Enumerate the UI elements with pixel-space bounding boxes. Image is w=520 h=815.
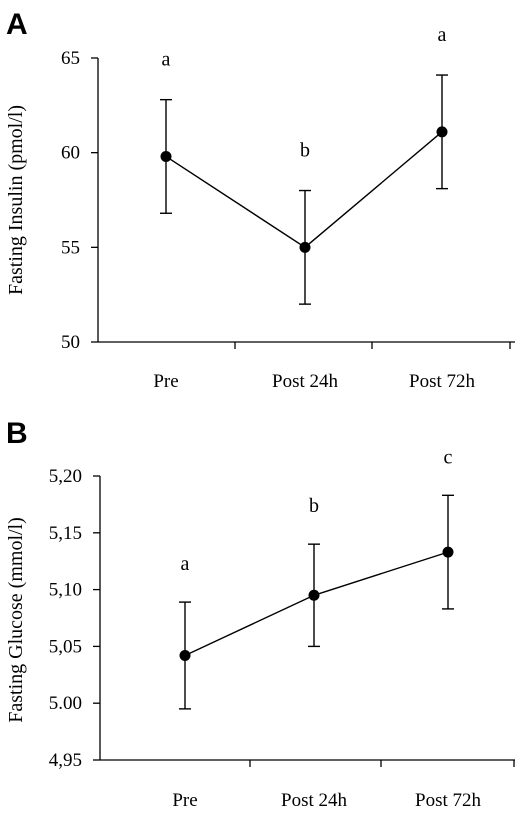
panel-b-series-line	[184, 551, 449, 657]
panel-b-y-axis-title: Fasting Glucose (mmol/l)	[5, 517, 27, 723]
panel-b-y-tick-label: 5,15	[49, 523, 82, 544]
panel-b-data-point	[442, 546, 454, 558]
panel-a-significance-letter: a	[438, 24, 447, 46]
panel-a-x-ticks: Pre Post 24h Post 72h	[153, 342, 511, 392]
panel-a-y-tick-label: 65	[61, 48, 80, 69]
panel-b-y-tick-label: 5,10	[49, 580, 82, 601]
panel-b-y-tick-label: 4,95	[49, 750, 82, 771]
panel-b-x-tick-label: Post 24h	[281, 790, 347, 811]
panel-a-label: A	[6, 8, 28, 41]
panel-b-glucose-chart: B Fasting Glucose (mmol/l) 4,95 5.00 5,05 5…	[5, 417, 515, 811]
panel-b-data-point	[179, 649, 191, 661]
panel-b-data-point	[308, 589, 320, 601]
panel-a-significance-letter: a	[162, 49, 171, 71]
panel-b-y-ticks: 4,95 5.00 5,05 5,10 5,15 5,20	[49, 466, 100, 771]
panel-a-y-axis-title: Fasting Insulin (pmol/l)	[5, 105, 27, 295]
panel-a-data-point	[299, 241, 311, 253]
panel-b-significance-letter: c	[444, 446, 453, 468]
panel-a-y-tick-label: 55	[61, 237, 80, 258]
panel-a-x-tick-label: Post 72h	[409, 371, 475, 392]
panel-b-marks: a b c	[179, 446, 454, 710]
panel-b-significance-letter: b	[309, 495, 319, 517]
panel-a-y-tick-label: 50	[61, 332, 80, 353]
panel-b-significance-letter: a	[181, 553, 190, 575]
panel-b-y-tick-label: 5.00	[49, 693, 82, 714]
panel-a-data-point	[160, 150, 172, 162]
panel-a-marks: a b a	[160, 24, 448, 305]
panel-a-y-ticks: 50 55 60 65	[61, 48, 98, 353]
panel-a-y-tick-label: 60	[61, 143, 80, 164]
panel-a-x-tick-label: Pre	[153, 371, 178, 392]
panel-a-x-tick-label: Post 24h	[272, 371, 338, 392]
panel-a-significance-letter: b	[300, 140, 310, 162]
panel-b-x-tick-label: Post 72h	[415, 790, 481, 811]
panel-b-x-ticks: Pre Post 24h Post 72h	[172, 760, 515, 811]
panel-b-x-tick-label: Pre	[172, 790, 197, 811]
panel-b-y-tick-label: 5,20	[49, 466, 82, 487]
panel-a-data-point	[436, 126, 448, 138]
panel-b-label: B	[6, 417, 28, 450]
panel-b-y-tick-label: 5,05	[49, 636, 82, 657]
